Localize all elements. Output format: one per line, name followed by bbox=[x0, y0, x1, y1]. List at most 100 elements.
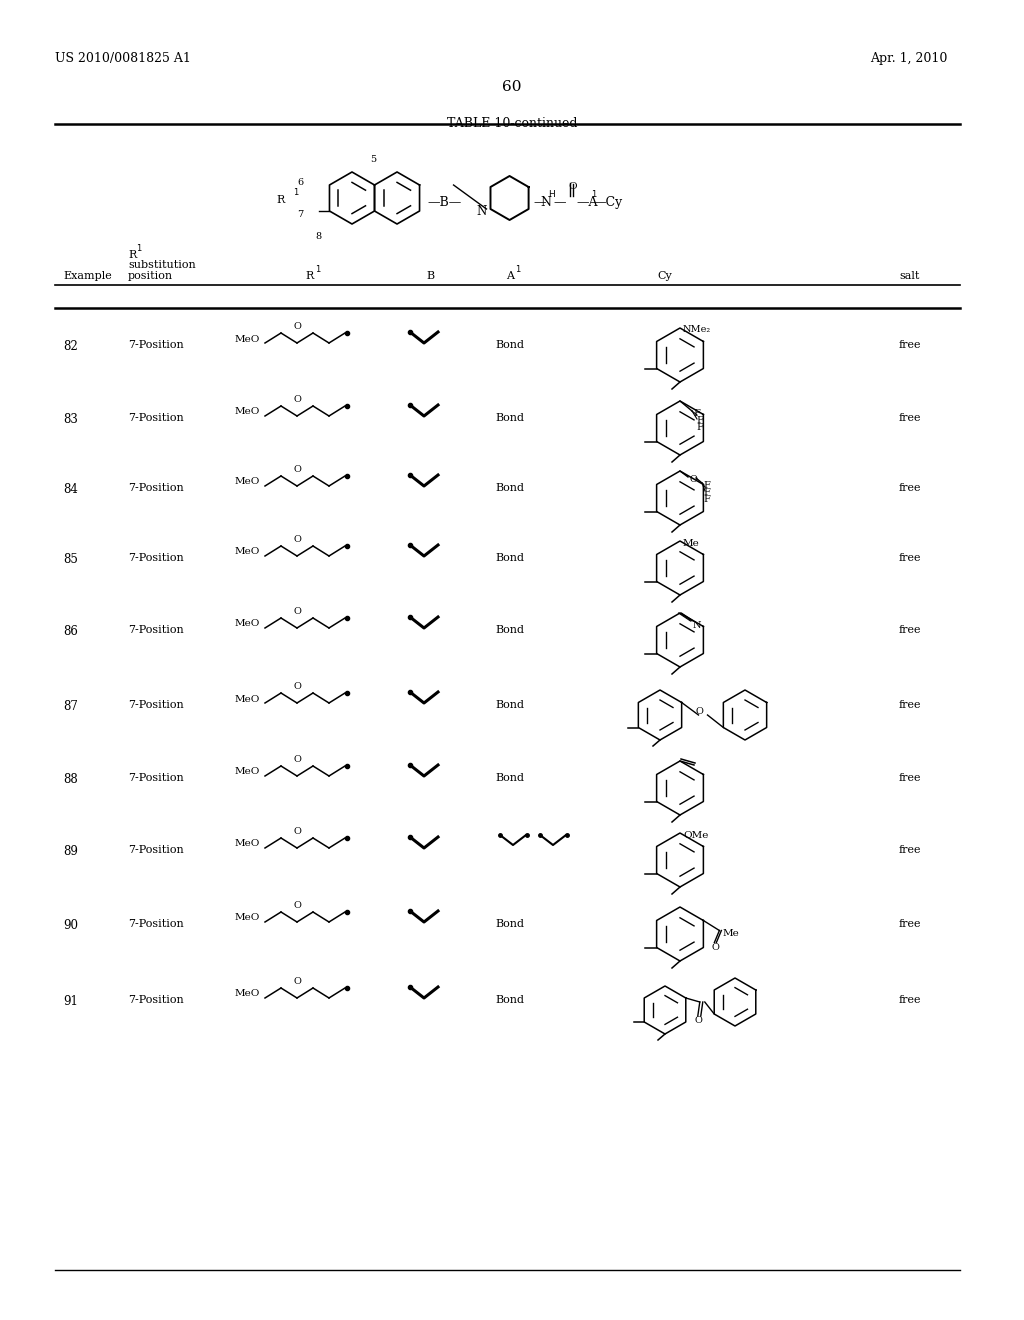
Text: 7-Position: 7-Position bbox=[128, 624, 183, 635]
Text: MeO: MeO bbox=[234, 408, 260, 417]
Text: B: B bbox=[426, 271, 434, 281]
Text: 7-Position: 7-Position bbox=[128, 774, 183, 783]
Text: O: O bbox=[294, 535, 302, 544]
Text: 7-Position: 7-Position bbox=[128, 341, 183, 350]
Text: 82: 82 bbox=[63, 341, 78, 352]
Text: NMe₂: NMe₂ bbox=[683, 326, 711, 334]
Text: F: F bbox=[696, 416, 702, 425]
Text: N: N bbox=[476, 205, 486, 218]
Text: N: N bbox=[693, 620, 701, 630]
Text: free: free bbox=[899, 774, 922, 783]
Text: free: free bbox=[899, 483, 922, 492]
Text: O: O bbox=[689, 475, 697, 484]
Text: O: O bbox=[294, 395, 302, 404]
Text: 1: 1 bbox=[315, 265, 321, 275]
Text: substitution: substitution bbox=[128, 260, 196, 271]
Text: free: free bbox=[899, 553, 922, 564]
Text: 90: 90 bbox=[63, 919, 78, 932]
Text: Bond: Bond bbox=[496, 700, 524, 710]
Text: F: F bbox=[703, 488, 710, 498]
Text: 7-Position: 7-Position bbox=[128, 483, 183, 492]
Text: 85: 85 bbox=[63, 553, 78, 566]
Text: 1: 1 bbox=[136, 244, 141, 253]
Text: Me: Me bbox=[683, 539, 699, 548]
Text: US 2010/0081825 A1: US 2010/0081825 A1 bbox=[55, 51, 190, 65]
Text: Bond: Bond bbox=[496, 624, 524, 635]
Text: O: O bbox=[294, 755, 302, 764]
Text: Bond: Bond bbox=[496, 483, 524, 492]
Text: 8: 8 bbox=[315, 232, 322, 242]
Text: Bond: Bond bbox=[496, 995, 524, 1005]
Text: —B—: —B— bbox=[428, 195, 462, 209]
Text: free: free bbox=[899, 995, 922, 1005]
Text: R: R bbox=[306, 271, 314, 281]
Text: 1: 1 bbox=[293, 187, 298, 197]
Text: Bond: Bond bbox=[496, 341, 524, 350]
Text: free: free bbox=[899, 341, 922, 350]
Text: MeO: MeO bbox=[234, 767, 260, 776]
Text: free: free bbox=[899, 919, 922, 929]
Text: O: O bbox=[294, 465, 302, 474]
Text: O: O bbox=[695, 706, 703, 715]
Text: Apr. 1, 2010: Apr. 1, 2010 bbox=[870, 51, 947, 65]
Text: —: — bbox=[554, 195, 566, 209]
Text: F: F bbox=[693, 409, 699, 418]
Text: O: O bbox=[294, 682, 302, 690]
Text: 7-Position: 7-Position bbox=[128, 553, 183, 564]
Text: MeO: MeO bbox=[234, 990, 260, 998]
Text: MeO: MeO bbox=[234, 334, 260, 343]
Text: 83: 83 bbox=[63, 413, 78, 426]
Text: 7-Position: 7-Position bbox=[128, 413, 183, 422]
Text: 1: 1 bbox=[591, 190, 596, 199]
Text: F: F bbox=[703, 480, 710, 490]
Text: F: F bbox=[696, 422, 702, 432]
Text: Bond: Bond bbox=[496, 413, 524, 422]
Text: free: free bbox=[899, 413, 922, 422]
Text: salt: salt bbox=[900, 271, 921, 281]
Text: H: H bbox=[549, 190, 555, 199]
Text: free: free bbox=[899, 700, 922, 710]
Text: F: F bbox=[703, 495, 710, 504]
Text: O: O bbox=[695, 1016, 702, 1026]
Text: Example: Example bbox=[63, 271, 112, 281]
Text: O: O bbox=[294, 828, 302, 836]
Text: R: R bbox=[276, 195, 285, 205]
Text: Bond: Bond bbox=[496, 553, 524, 564]
Text: MeO: MeO bbox=[234, 694, 260, 704]
Text: 1: 1 bbox=[515, 265, 520, 275]
Text: Bond: Bond bbox=[496, 919, 524, 929]
Text: 7-Position: 7-Position bbox=[128, 919, 183, 929]
Text: N: N bbox=[541, 195, 552, 209]
Text: 7-Position: 7-Position bbox=[128, 845, 183, 855]
Text: MeO: MeO bbox=[234, 913, 260, 923]
Text: Bond: Bond bbox=[496, 774, 524, 783]
Text: position: position bbox=[128, 271, 173, 281]
Text: O: O bbox=[294, 902, 302, 909]
Text: Cy: Cy bbox=[657, 271, 673, 281]
Text: —: — bbox=[534, 195, 546, 209]
Text: 7: 7 bbox=[297, 210, 303, 219]
Text: MeO: MeO bbox=[234, 548, 260, 557]
Text: free: free bbox=[899, 624, 922, 635]
Text: 84: 84 bbox=[63, 483, 78, 496]
Text: MeO: MeO bbox=[234, 478, 260, 487]
Text: 60: 60 bbox=[502, 81, 522, 94]
Text: 91: 91 bbox=[63, 995, 78, 1008]
Text: O: O bbox=[294, 322, 302, 331]
Text: —Cy: —Cy bbox=[594, 195, 623, 209]
Text: free: free bbox=[899, 845, 922, 855]
Text: O: O bbox=[294, 977, 302, 986]
Text: 88: 88 bbox=[63, 774, 78, 785]
Text: 87: 87 bbox=[63, 700, 78, 713]
Text: 5: 5 bbox=[371, 154, 377, 164]
Text: MeO: MeO bbox=[234, 840, 260, 849]
Text: O: O bbox=[568, 182, 578, 191]
Text: MeO: MeO bbox=[234, 619, 260, 628]
Text: TABLE 10-continued: TABLE 10-continued bbox=[446, 117, 578, 129]
Text: 89: 89 bbox=[63, 845, 78, 858]
Text: 86: 86 bbox=[63, 624, 78, 638]
Text: OMe: OMe bbox=[683, 832, 709, 840]
Text: A: A bbox=[506, 271, 514, 281]
Text: O: O bbox=[712, 942, 719, 952]
Text: —A: —A bbox=[577, 195, 598, 209]
